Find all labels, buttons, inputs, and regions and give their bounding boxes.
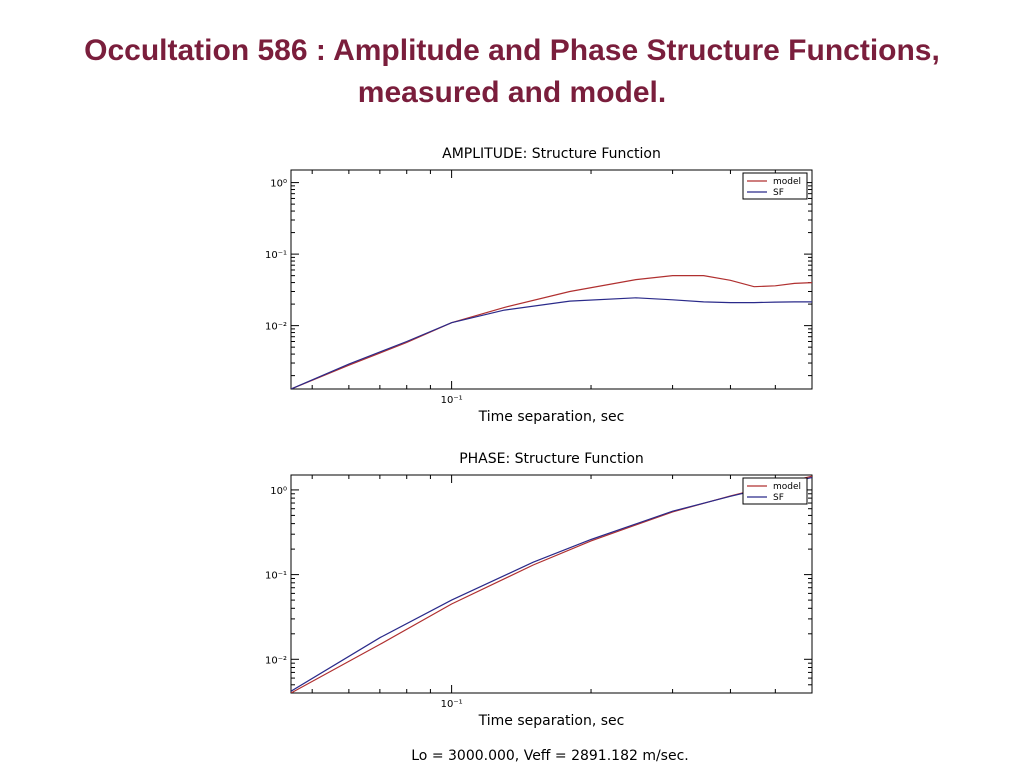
chart-2: PHASE: Structure Function 10⁻¹ 10⁰ 10⁻¹ 10⁻²… — [265, 451, 813, 729]
y-tick-label: 10⁻¹ — [265, 250, 287, 261]
slide-title: Occultation 586 : Amplitude and Phase St… — [0, 30, 1024, 114]
footer-parameters: Lo = 3000.000, Veff = 2891.182 m/sec. — [411, 748, 689, 764]
legend-box — [742, 172, 808, 200]
legend-label-model: model — [773, 177, 801, 187]
series-line-sf — [291, 476, 812, 692]
legend-label-model: model — [773, 482, 801, 492]
plot-frame — [290, 169, 813, 390]
slide-title-line-2: measured and model. — [357, 76, 667, 109]
series-line-sf — [291, 297, 812, 389]
legend-label-sf: SF — [773, 188, 784, 198]
y-tick-label: 10⁻² — [265, 655, 287, 666]
series-line-model — [291, 475, 812, 693]
y-tick-label: 10⁰ — [270, 486, 287, 497]
x-axis-label: Time separation, sec — [478, 713, 625, 729]
y-tick-label: 10⁻¹ — [265, 571, 287, 582]
y-tick-label: 10⁻² — [265, 322, 287, 333]
chart-1: AMPLITUDE: Structure Function 10⁻¹ 10⁰ 10⁻¹… — [265, 146, 813, 425]
legend-label-sf: SF — [773, 493, 784, 503]
x-tick-label: 10⁻¹ — [441, 395, 463, 406]
plot-frame — [290, 474, 813, 694]
x-tick-label: 10⁻¹ — [441, 699, 463, 710]
y-tick-label: 10⁰ — [270, 179, 287, 190]
chart-title: PHASE: Structure Function — [459, 451, 644, 467]
series-line-model — [291, 275, 812, 389]
chart-title: AMPLITUDE: Structure Function — [442, 146, 661, 162]
x-axis-label: Time separation, sec — [478, 409, 625, 425]
slide-title-line-1: Occultation 586 : Amplitude and Phase St… — [84, 34, 940, 67]
legend-box — [742, 477, 808, 505]
